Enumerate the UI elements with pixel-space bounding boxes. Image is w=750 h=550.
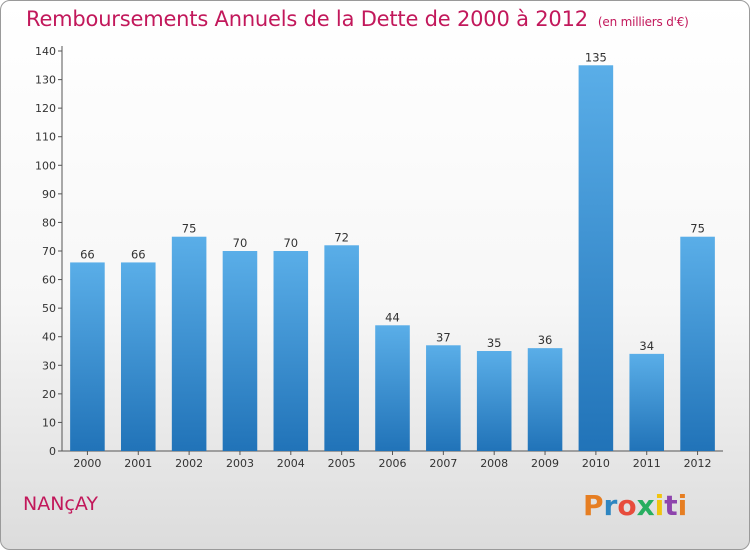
- bar-2004: [273, 251, 309, 451]
- chart-bars: [70, 65, 715, 452]
- chart-title: Remboursements Annuels de la Dette de 20…: [26, 7, 689, 31]
- y-tick-label: 0: [49, 445, 56, 458]
- x-tick-label-2003: 2003: [226, 457, 254, 470]
- x-tick-label-2007: 2007: [429, 457, 457, 470]
- x-tick-label-2000: 2000: [73, 457, 101, 470]
- bar-2001: [120, 262, 156, 451]
- proxiti-logo: Proxiti: [583, 489, 687, 522]
- bar-2008: [476, 351, 512, 451]
- value-label-2007: 37: [436, 330, 451, 344]
- x-tick-label-2010: 2010: [582, 457, 610, 470]
- y-tick-label: 20: [42, 388, 56, 401]
- bar-2003: [222, 251, 258, 451]
- x-tick-label-2002: 2002: [175, 457, 203, 470]
- value-label-2006: 44: [385, 310, 400, 324]
- bar-2009: [527, 348, 563, 451]
- value-label-2003: 70: [233, 236, 248, 250]
- y-tick-label: 100: [35, 159, 56, 172]
- y-tick-label: 140: [35, 45, 56, 58]
- value-label-2008: 35: [487, 336, 502, 350]
- y-tick-label: 60: [42, 274, 56, 287]
- logo-letter: x: [636, 489, 655, 522]
- x-tick-label-2009: 2009: [531, 457, 559, 470]
- bar-2002: [171, 236, 207, 451]
- bar-2007: [426, 345, 461, 451]
- bar-2012: [680, 236, 715, 451]
- y-tick-label: 110: [35, 131, 56, 144]
- logo-letter: t: [664, 489, 678, 522]
- value-label-2004: 70: [283, 236, 298, 250]
- chart-value-labels: 66 66 75 70 70 72 44 37 35 36 135 34 75: [80, 50, 705, 353]
- chart-axes: 0 10 20 30 40 50 60 70 80 90 100 110 120 130 140 2000 20…: [35, 45, 723, 470]
- logo-letter: i: [677, 489, 688, 522]
- value-label-2000: 66: [80, 247, 95, 261]
- value-label-2001: 66: [131, 247, 146, 261]
- value-label-2010: 135: [585, 50, 607, 64]
- logo-letter: r: [603, 489, 618, 522]
- x-tick-label-2011: 2011: [633, 457, 661, 470]
- value-label-2012: 75: [690, 222, 705, 236]
- value-label-2005: 72: [334, 230, 349, 244]
- chart-title-text: Remboursements Annuels de la Dette de 20…: [26, 7, 588, 31]
- logo-letter: i: [654, 489, 665, 522]
- y-tick-label: 120: [35, 102, 56, 115]
- logo-letter: o: [617, 489, 637, 522]
- chart-subtitle: (en milliers d'€): [597, 15, 689, 29]
- y-tick-label: 30: [42, 359, 56, 372]
- bar-2010: [578, 65, 614, 452]
- x-tick-label-2012: 2012: [684, 457, 712, 470]
- y-tick-label: 130: [35, 74, 56, 87]
- y-tick-label: 90: [42, 188, 56, 201]
- y-tick-label: 70: [42, 245, 56, 258]
- bar-2000: [70, 262, 105, 451]
- bar-2005: [324, 245, 359, 451]
- x-tick-label-2008: 2008: [480, 457, 508, 470]
- x-tick-label-2001: 2001: [124, 457, 152, 470]
- value-label-2009: 36: [538, 333, 553, 347]
- bar-2011: [629, 353, 665, 451]
- y-tick-label: 50: [42, 302, 56, 315]
- logo-letter: P: [583, 489, 604, 522]
- y-tick-label: 10: [42, 416, 56, 429]
- commune-name: NANçAY: [23, 493, 98, 515]
- y-tick-label: 80: [42, 216, 56, 229]
- bar-2006: [375, 325, 410, 451]
- x-tick-label-2004: 2004: [277, 457, 305, 470]
- x-tick-label-2006: 2006: [379, 457, 407, 470]
- y-tick-label: 40: [42, 331, 56, 344]
- value-label-2002: 75: [182, 222, 197, 236]
- value-label-2011: 34: [639, 339, 654, 353]
- x-tick-label-2005: 2005: [328, 457, 356, 470]
